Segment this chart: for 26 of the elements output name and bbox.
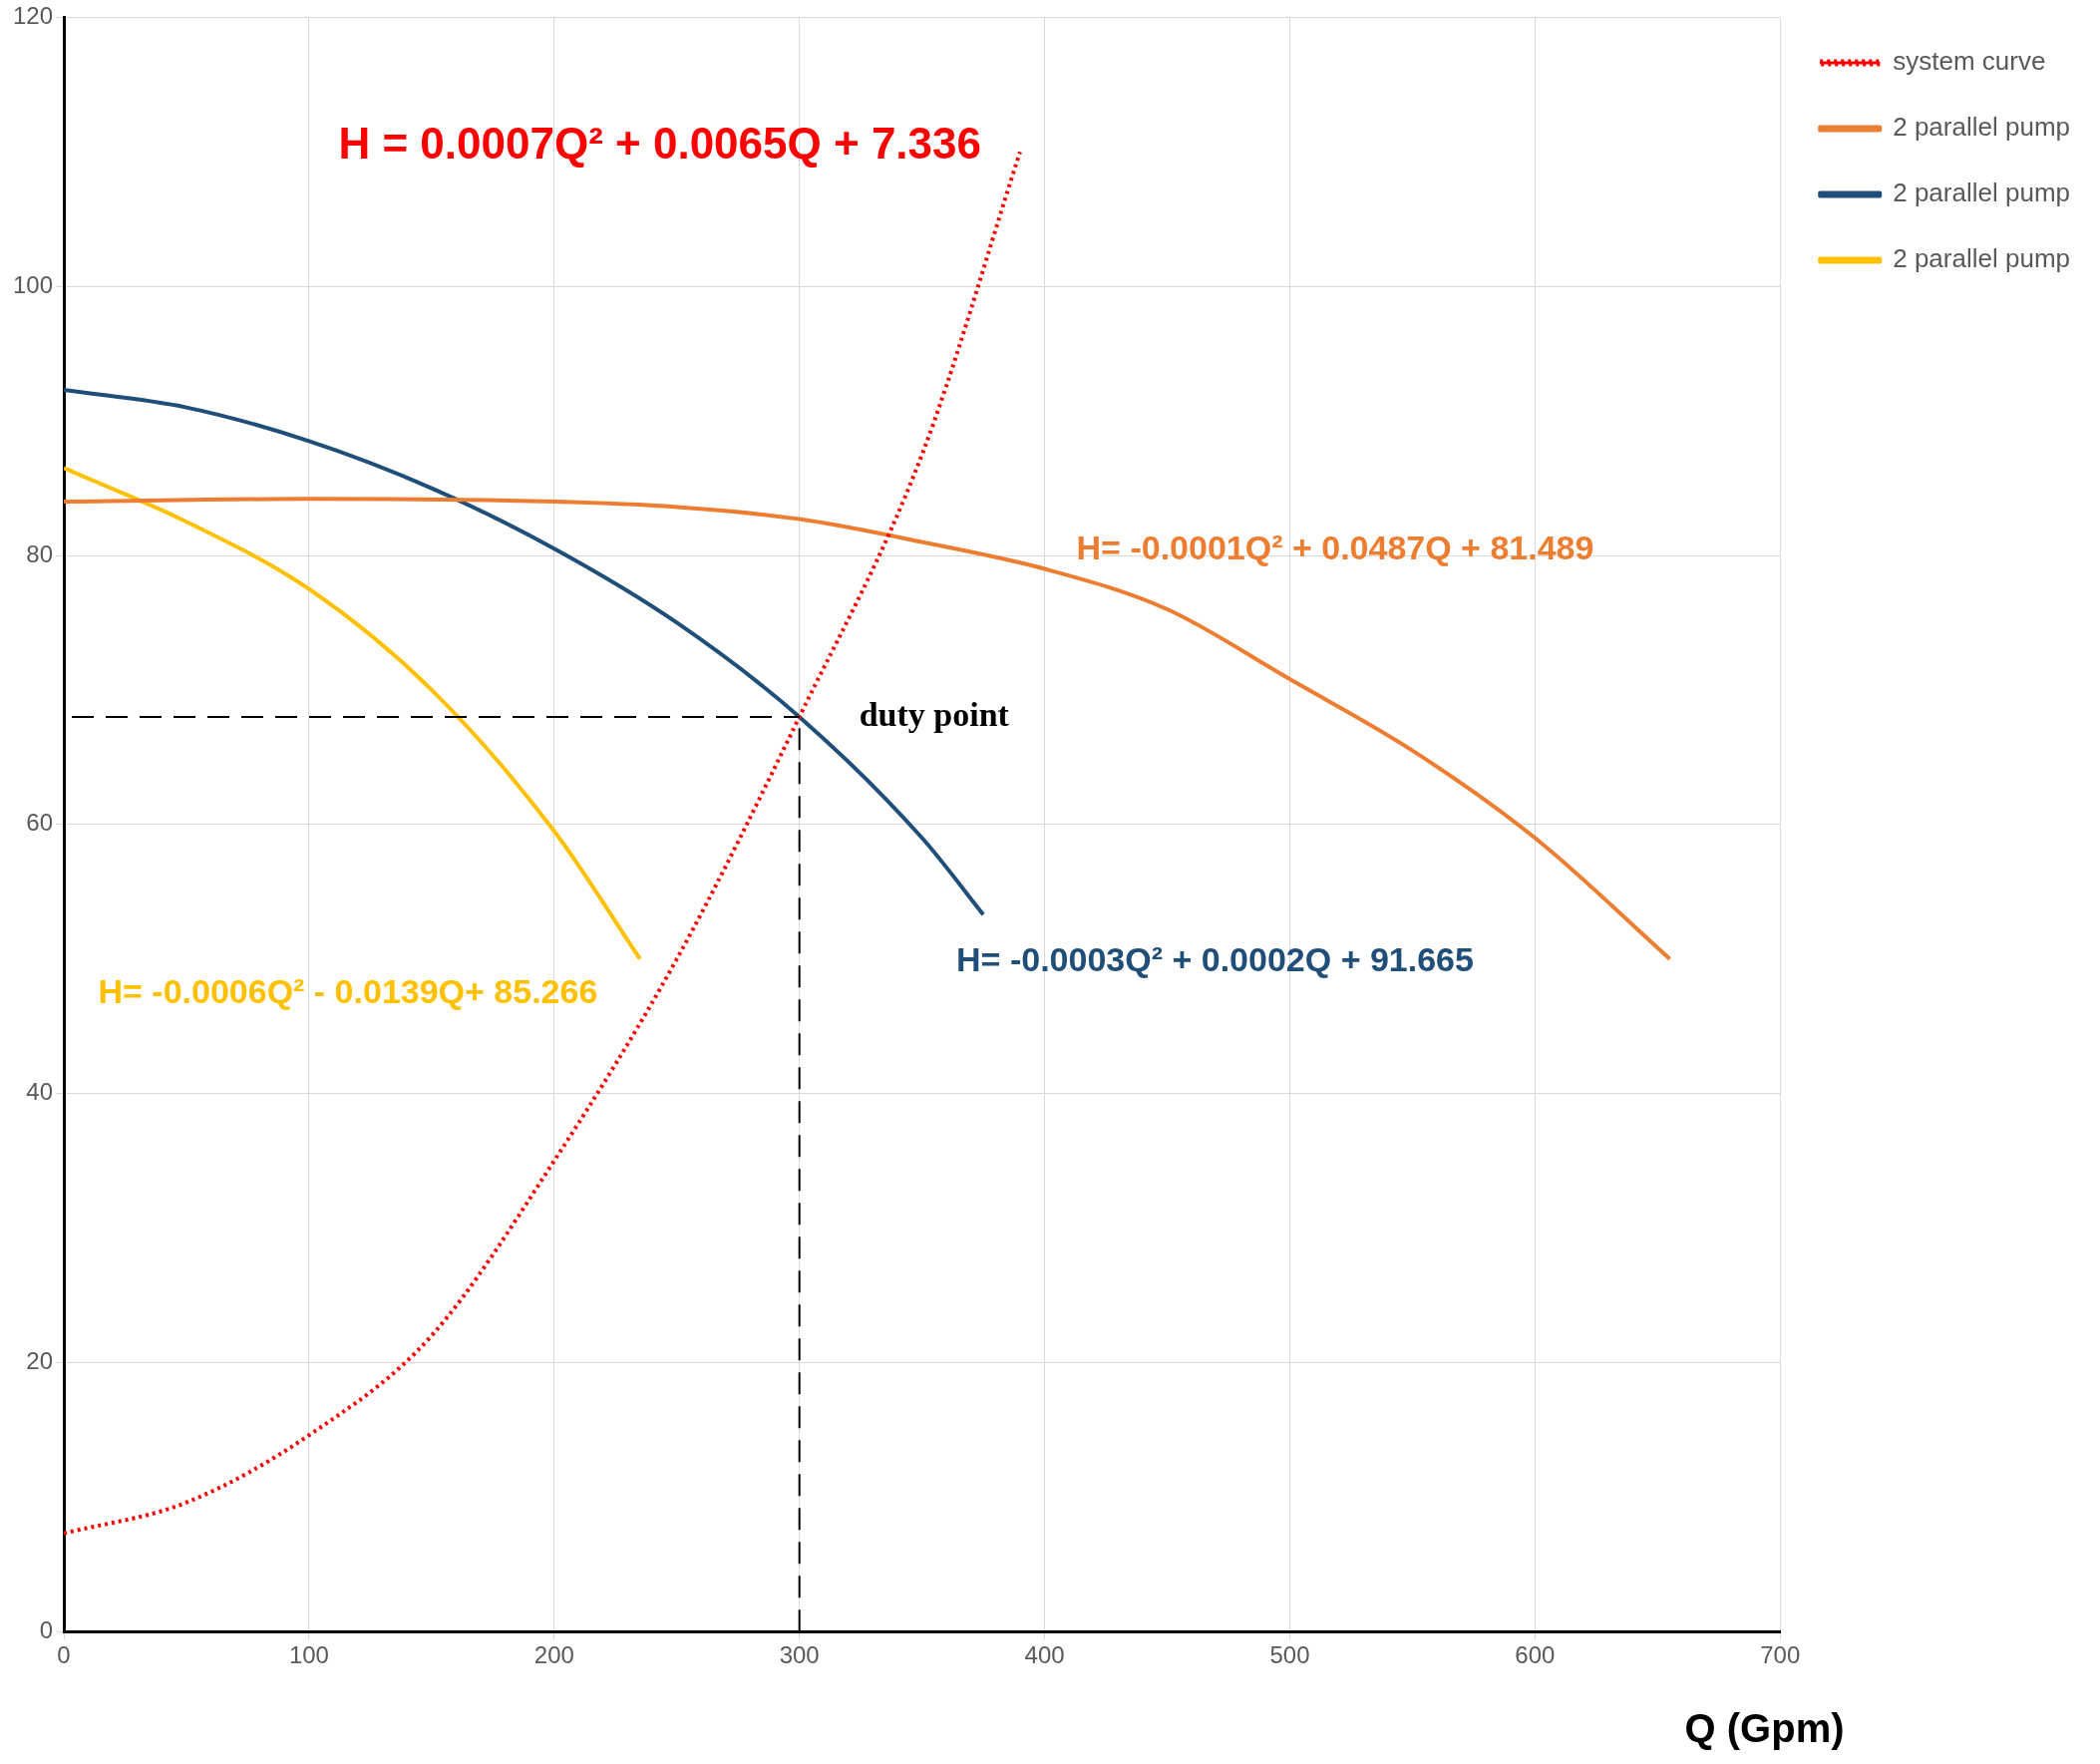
annotation: H = 0.0007Q² + 0.0065Q + 7.336 bbox=[338, 119, 982, 169]
x-tick-label: 200 bbox=[533, 1641, 574, 1669]
y-tick-label: 60 bbox=[26, 809, 54, 837]
annotation: H= -0.0006Q² - 0.0139Q+ 85.266 bbox=[98, 972, 598, 1011]
legend-label: system curve bbox=[1893, 46, 2046, 77]
x-tick-label: 400 bbox=[1024, 1641, 1065, 1669]
annotation: duty point bbox=[859, 695, 1010, 733]
y-tick-label: 100 bbox=[13, 270, 54, 298]
legend-label: 2 parallel pump bbox=[1893, 112, 2071, 143]
x-tick-label: 0 bbox=[57, 1641, 71, 1669]
y-tick-label: 80 bbox=[26, 539, 54, 567]
y-tick-label: 40 bbox=[26, 1078, 54, 1106]
y-tick-label: 120 bbox=[13, 2, 54, 30]
legend-label: 2 parallel pump bbox=[1893, 243, 2071, 274]
y-tick-label: 20 bbox=[26, 1347, 54, 1375]
x-tick-label: 600 bbox=[1515, 1641, 1556, 1669]
annotation: H= -0.0003Q² + 0.0002Q + 91.665 bbox=[956, 939, 1474, 978]
annotation: H= -0.0001Q² + 0.0487Q + 81.489 bbox=[1076, 528, 1594, 566]
legend-label: 2 parallel pump bbox=[1893, 177, 2071, 208]
x-axis-title: Q (Gpm) bbox=[1684, 1706, 1845, 1751]
x-tick-label: 700 bbox=[1760, 1641, 1801, 1669]
x-tick-label: 500 bbox=[1269, 1641, 1310, 1669]
line-series bbox=[64, 466, 642, 961]
y-tick-label: 0 bbox=[39, 1615, 54, 1643]
x-tick-label: 300 bbox=[779, 1641, 820, 1669]
x-tick-label: 100 bbox=[288, 1641, 329, 1669]
